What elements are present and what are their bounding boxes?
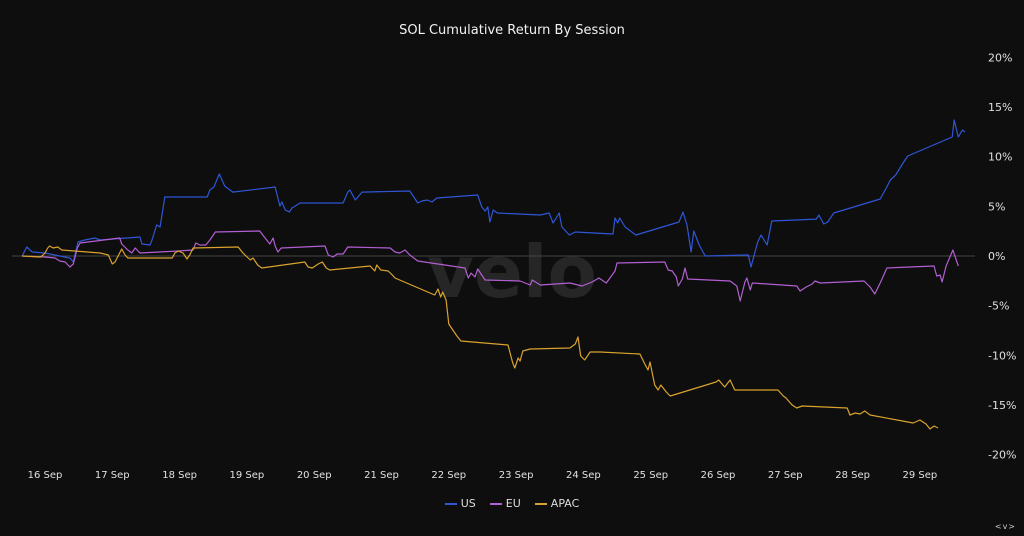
legend-item-us[interactable]: US: [444, 497, 476, 510]
x-tick-label: 26 Sep: [701, 470, 736, 481]
legend-label-us: US: [460, 497, 476, 510]
x-tick-label: 28 Sep: [835, 470, 870, 481]
legend-swatch-us: [444, 502, 457, 505]
x-tick-label: 27 Sep: [768, 470, 803, 481]
x-tick-label: 21 Sep: [364, 470, 399, 481]
y-tick-label: -20%: [988, 449, 1016, 462]
x-tick-label: 23 Sep: [499, 470, 534, 481]
x-tick-label: 22 Sep: [431, 470, 466, 481]
x-tick-label: 24 Sep: [566, 470, 601, 481]
y-tick-label: 20%: [988, 51, 1012, 64]
legend-item-apac[interactable]: APAC: [534, 497, 580, 510]
legend-item-eu[interactable]: EU: [489, 497, 521, 510]
watermark-logo: velo: [427, 230, 597, 314]
legend: US EU APAC: [0, 497, 1024, 510]
x-tick-label: 16 Sep: [28, 470, 63, 481]
legend-swatch-apac: [534, 502, 547, 505]
chart-title: SOL Cumulative Return By Session: [399, 23, 625, 38]
y-tick-label: -10%: [988, 349, 1016, 362]
x-tick-label: 17 Sep: [95, 470, 130, 481]
legend-label-eu: EU: [505, 497, 521, 510]
x-axis: 16 Sep 17 Sep 18 Sep 19 Sep 20 Sep 21 Sep 22 S…: [28, 470, 938, 481]
x-tick-label: 29 Sep: [903, 470, 938, 481]
x-tick-label: 19 Sep: [230, 470, 265, 481]
series-layer: [21, 119, 966, 430]
legend-swatch-eu: [489, 502, 502, 505]
series-line-us: [21, 119, 966, 268]
y-axis: 20% 15% 10% 5% 0% -5% -10% -15% -20%: [988, 51, 1016, 461]
y-tick-label: 10%: [988, 151, 1012, 164]
chart-nav-control[interactable]: <v>: [994, 522, 1016, 531]
legend-label-apac: APAC: [550, 497, 580, 510]
y-tick-label: -5%: [988, 300, 1009, 313]
y-tick-label: 5%: [988, 200, 1005, 213]
y-tick-label: -15%: [988, 399, 1016, 412]
x-tick-label: 18 Sep: [162, 470, 197, 481]
x-tick-label: 20 Sep: [297, 470, 332, 481]
y-tick-label: 0%: [988, 250, 1005, 263]
series-line-apac: [22, 245, 939, 430]
y-tick-label: 15%: [988, 101, 1012, 114]
x-tick-label: 25 Sep: [633, 470, 668, 481]
